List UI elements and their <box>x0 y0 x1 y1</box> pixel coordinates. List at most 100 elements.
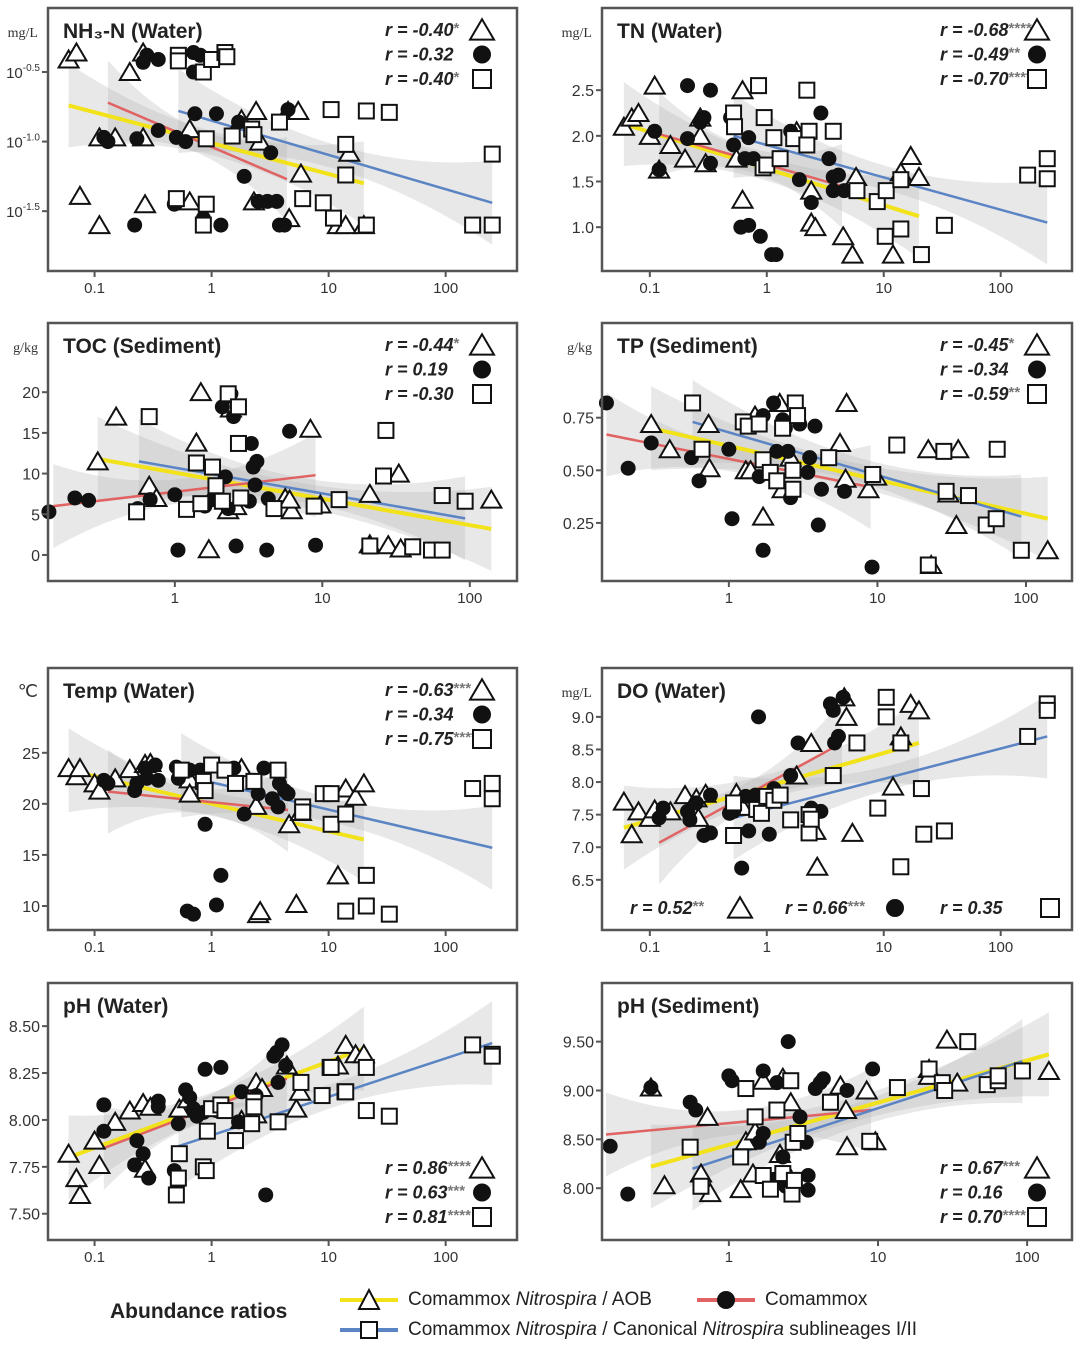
x-tick-label: 10 <box>869 590 886 607</box>
y-tick-label: 8.50 <box>9 1019 40 1036</box>
data-point-square <box>292 1073 310 1091</box>
correlation-value: r = -0.40 <box>385 20 454 40</box>
data-point-circle <box>214 399 230 415</box>
data-point-square <box>245 772 263 790</box>
y-tick-label: 9.50 <box>563 1035 594 1052</box>
data-point-square <box>725 794 743 812</box>
data-point-square <box>216 761 234 779</box>
data-point-triangle <box>728 1178 753 1199</box>
correlation-value: r = -0.59 <box>940 384 1009 404</box>
plot-frame <box>600 6 1074 273</box>
data-point-triangle <box>64 1167 89 1188</box>
data-point-triangle <box>333 1033 358 1054</box>
significance-stars: *** <box>848 898 866 915</box>
data-point-square <box>483 145 501 163</box>
data-point-circle <box>755 1063 771 1079</box>
data-point-circle <box>147 757 163 773</box>
x-tick-label: 10 <box>875 280 892 297</box>
legend-marker-square-icon <box>1027 69 1047 89</box>
data-point-triangle <box>288 1080 312 1101</box>
data-point-triangle <box>68 184 92 205</box>
y-unit-label: ℃ <box>18 681 38 701</box>
data-point-triangle <box>277 488 302 509</box>
data-point-circle <box>682 812 698 828</box>
data-point-circle <box>830 728 846 744</box>
legend-marker-triangle-icon <box>1023 17 1051 41</box>
data-point-square <box>167 190 185 208</box>
data-point-square <box>750 415 768 433</box>
data-point-triangle <box>85 450 110 471</box>
data-point-square <box>357 102 375 120</box>
data-point-square <box>989 1067 1007 1085</box>
data-point-circle <box>734 860 750 876</box>
data-point-triangle <box>898 144 923 165</box>
data-point-square <box>380 905 398 923</box>
correlation-label: r = -0.34 <box>940 360 1009 380</box>
legend-marker-square-icon <box>1040 898 1060 918</box>
data-point-triangle <box>133 193 157 214</box>
data-point-triangle <box>626 800 651 821</box>
data-point-circle <box>620 460 636 476</box>
data-point-square <box>936 1081 954 1099</box>
y-tick-label: 10 <box>22 899 40 916</box>
panel-5: 0.1 1 10 100 9.0 8.5 8.0 7.5 7.0 6.5 mg/L DO (Water… <box>562 666 1074 956</box>
data-point-square <box>802 810 820 828</box>
data-point-triangle <box>358 482 382 503</box>
data-point-circle <box>274 1037 290 1053</box>
data-point-square <box>483 216 501 234</box>
data-point-triangle <box>854 1079 879 1100</box>
data-point-circle <box>278 1058 294 1074</box>
data-point-square <box>324 209 342 227</box>
data-point-square <box>223 127 241 145</box>
data-point-circle <box>691 473 707 489</box>
data-point-circle <box>282 423 298 439</box>
x-tick-label: 10 <box>320 280 337 297</box>
correlation-value: r = 0.66 <box>785 898 849 918</box>
data-point-square <box>768 472 786 490</box>
data-point-square <box>888 436 906 454</box>
data-point-circle <box>243 435 259 451</box>
data-point-square <box>198 1122 216 1140</box>
panel-2: 1 10 100 20 15 10 5 0 g/kg TOC (Sediment) r = -0.4… <box>13 321 519 607</box>
data-point-circle <box>835 689 851 705</box>
legend-marker-circle-icon <box>473 705 491 724</box>
data-point-circle <box>702 155 718 171</box>
data-point-triangle <box>658 134 683 154</box>
data-point-square <box>218 48 236 66</box>
y-tick-label: 9.0 <box>572 710 594 727</box>
correlation-label: r = 0.66*** <box>785 898 865 918</box>
data-point-square <box>245 126 263 144</box>
y-tick-label: 8.0 <box>572 775 594 792</box>
plot-frame <box>600 981 1074 1242</box>
correlation-value: r = -0.68 <box>940 20 1009 40</box>
data-point-square <box>213 492 231 510</box>
data-point-square <box>322 815 340 833</box>
correlation-label: r = 0.67*** <box>940 1158 1020 1178</box>
data-point-square <box>1038 701 1056 719</box>
data-point-circle <box>620 1186 636 1202</box>
x-tick-label: 0.1 <box>84 1249 105 1266</box>
data-point-circle <box>96 1097 112 1113</box>
y-tick-label: 1.5 <box>572 175 594 192</box>
data-point-circle <box>755 542 771 558</box>
correlation-label: r = -0.45* <box>940 335 1015 355</box>
data-point-triangle <box>352 772 376 793</box>
data-point-circle <box>813 481 829 497</box>
data-point-square <box>313 1087 331 1105</box>
legend-marker-triangle-icon <box>1023 1155 1051 1179</box>
data-point-square <box>768 1101 786 1119</box>
y-tick-label: 8.5 <box>572 742 594 759</box>
data-point-triangle <box>177 782 202 803</box>
data-point-square <box>192 495 210 513</box>
data-point-circle <box>751 709 767 725</box>
regression-line-square <box>733 735 1048 820</box>
correlation-label: r = -0.44* <box>385 335 460 355</box>
regression-line-circle <box>605 1108 872 1136</box>
legend-marker-square-icon <box>472 384 492 404</box>
data-point-triangle <box>946 438 971 459</box>
legend-marker-square-icon <box>472 1207 492 1227</box>
correlation-value: r = -0.63 <box>385 680 454 700</box>
data-point-square <box>869 799 887 817</box>
significance-stars: * <box>454 69 460 86</box>
data-point-square <box>824 767 842 785</box>
